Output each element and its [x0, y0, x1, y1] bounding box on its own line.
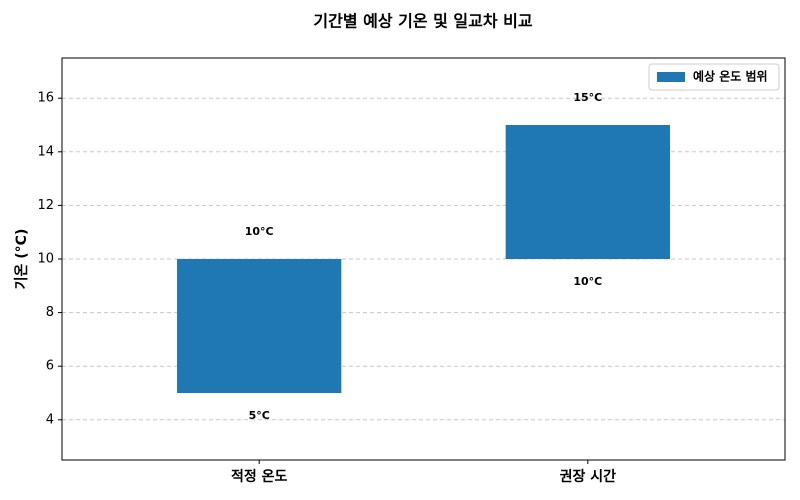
x-tick-label: 권장 시간	[560, 468, 617, 485]
y-tick-label: 16	[37, 91, 54, 106]
bar	[177, 259, 342, 393]
y-tick-label: 14	[37, 144, 54, 159]
chart-title: 기간별 예상 기온 및 일교차 비교	[313, 12, 532, 31]
x-tick-label: 적정 온도	[231, 468, 288, 485]
high-label: 10°C	[245, 225, 274, 238]
y-tick-label: 4	[46, 412, 54, 427]
y-tick-label: 12	[37, 198, 54, 213]
legend-swatch	[657, 72, 685, 82]
y-tick-label: 6	[46, 359, 54, 374]
low-label: 5°C	[249, 409, 270, 422]
legend-label: 예상 온도 범위	[693, 69, 768, 84]
low-label: 10°C	[573, 275, 602, 288]
bar	[505, 125, 670, 259]
y-tick-label: 10	[37, 252, 54, 267]
y-axis-label: 기온 (°C)	[14, 229, 30, 290]
high-label: 15°C	[573, 91, 602, 104]
legend-box	[648, 63, 780, 91]
y-tick-label: 8	[46, 305, 54, 320]
